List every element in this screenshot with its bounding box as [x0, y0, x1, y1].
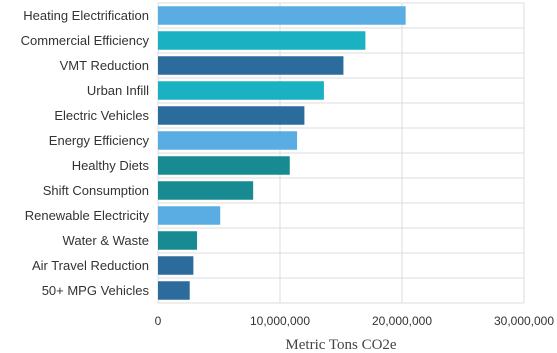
- bar[interactable]: [158, 6, 406, 25]
- category-label: Heating Electrification: [23, 8, 149, 23]
- grid: [157, 2, 525, 304]
- bar[interactable]: [158, 206, 221, 225]
- category-label: Healthy Diets: [72, 158, 150, 173]
- x-tick-labels: 0 10,000,000 20,000,000 30,000,000: [155, 314, 555, 328]
- category-label: Commercial Efficiency: [21, 33, 150, 48]
- bar[interactable]: [158, 131, 298, 150]
- category-labels: Heating Electrification Commercial Effici…: [21, 8, 150, 298]
- bars: [158, 6, 406, 300]
- x-tick-label: 0: [155, 314, 162, 328]
- bar[interactable]: [158, 106, 305, 125]
- x-tick-label: 10,000,000: [250, 314, 310, 328]
- x-tick-label: 30,000,000: [494, 314, 554, 328]
- category-label: Energy Efficiency: [49, 133, 150, 148]
- bar[interactable]: [158, 56, 344, 75]
- category-label: Water & Waste: [63, 233, 149, 248]
- x-tick-label: 20,000,000: [372, 314, 432, 328]
- bar[interactable]: [158, 81, 324, 100]
- x-axis-title: Metric Tons CO2e: [285, 337, 397, 353]
- bar[interactable]: [158, 256, 194, 275]
- bar[interactable]: [158, 231, 198, 250]
- category-label: Shift Consumption: [43, 183, 149, 198]
- bar[interactable]: [158, 181, 254, 200]
- bar[interactable]: [158, 31, 366, 50]
- bar[interactable]: [158, 281, 190, 300]
- category-label: Air Travel Reduction: [32, 258, 149, 273]
- category-label: Urban Infill: [87, 83, 149, 98]
- bar[interactable]: [158, 156, 290, 175]
- category-label: VMT Reduction: [60, 58, 149, 73]
- category-label: Electric Vehicles: [54, 108, 149, 123]
- category-label: 50+ MPG Vehicles: [42, 283, 150, 298]
- category-label: Renewable Electricity: [25, 208, 150, 223]
